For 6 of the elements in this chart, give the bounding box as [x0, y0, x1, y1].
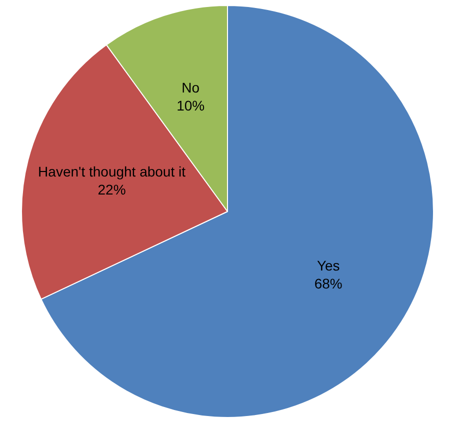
- slice-label: Yes: [316, 257, 340, 274]
- data-label: 10%: [176, 98, 205, 114]
- slice-label: Haven't thought about it: [38, 164, 186, 180]
- data-label: 68%: [314, 275, 342, 292]
- data-label: 22%: [98, 182, 126, 198]
- slice-label: No: [182, 80, 200, 96]
